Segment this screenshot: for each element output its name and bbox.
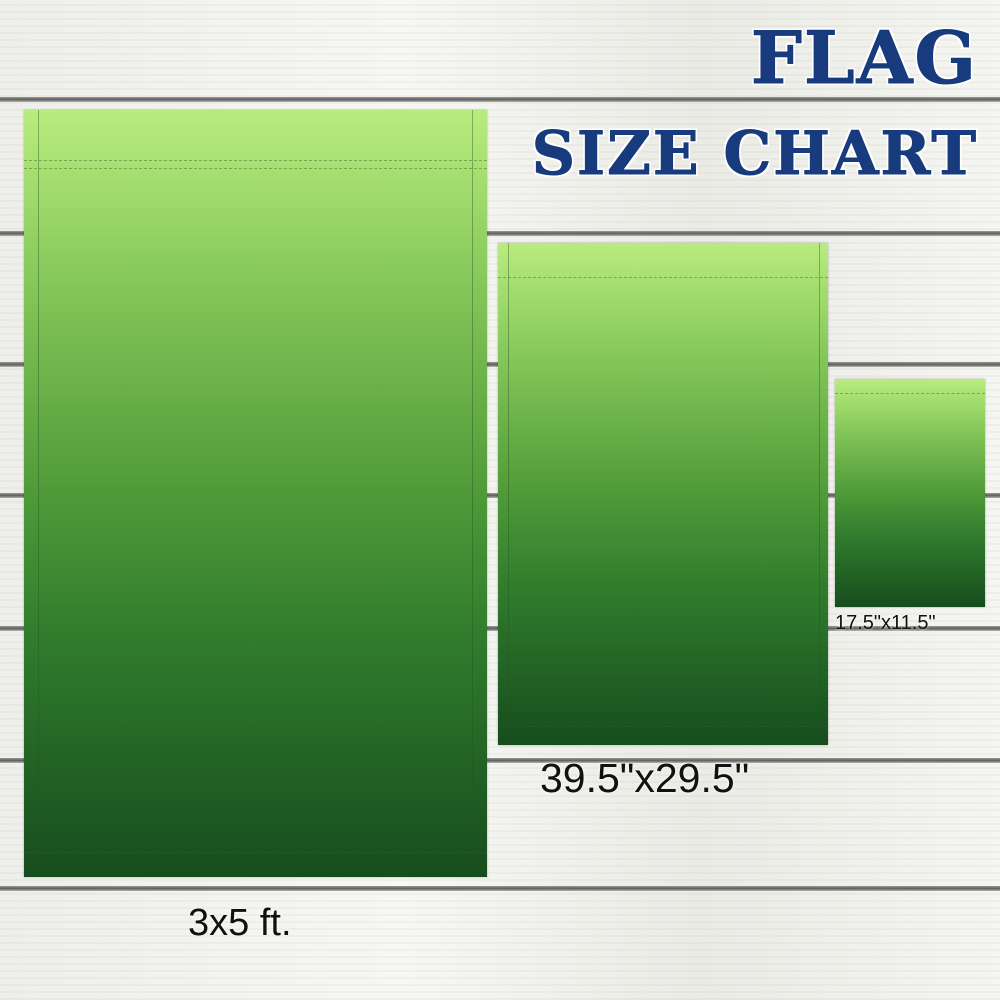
plank-line <box>0 97 1000 102</box>
title-line-1: FLAG <box>750 15 978 100</box>
label-medium: 39.5"x29.5" <box>540 755 750 801</box>
title-line-2: SIZE CHART <box>531 119 978 190</box>
plank-line <box>0 758 1000 763</box>
flag-large <box>24 110 487 877</box>
flag-small <box>835 379 985 607</box>
label-large: 3x5 ft. <box>188 902 292 944</box>
flag-medium <box>498 243 828 745</box>
plank-line <box>0 886 1000 891</box>
label-small: 17.5"x11.5" <box>835 612 936 634</box>
plank-line <box>0 231 1000 236</box>
